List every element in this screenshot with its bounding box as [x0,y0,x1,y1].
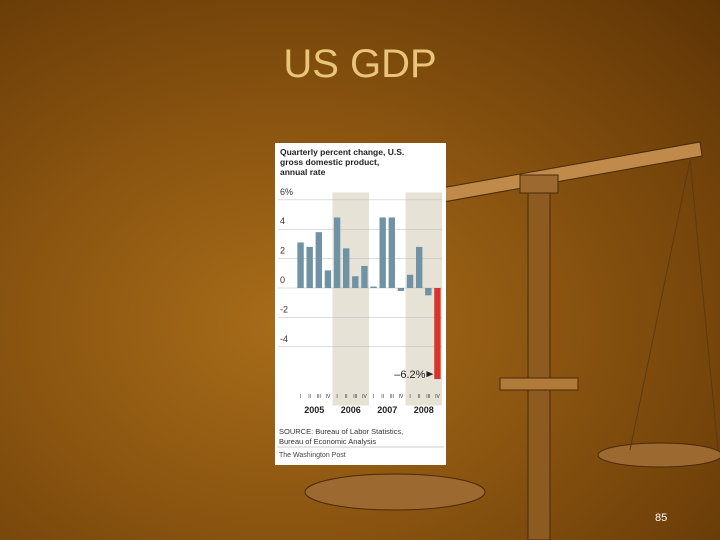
value-arrow [426,371,434,378]
x-tick-label: III [353,394,357,400]
bar [361,265,368,288]
year-label: 2006 [341,405,361,415]
bar [297,242,304,288]
x-tick-label: IV [326,394,331,400]
x-tick-label: II [381,394,384,400]
chart-title: Quarterly percent change, U.S. gross dom… [280,147,405,177]
bar [388,217,396,288]
y-tick-label: 6% [280,187,293,197]
value-label: –6.2% [394,369,425,381]
x-tick-label: III [426,394,430,400]
y-tick-label: -2 [280,304,288,314]
bar [415,246,423,288]
bar [324,270,332,288]
bar [425,288,432,296]
y-tick-label: 4 [280,216,285,226]
x-tick-label: I [409,394,410,400]
x-tick-label: I [300,394,301,400]
bar [379,217,386,288]
x-tick-label: II [345,394,348,400]
x-tick-label: IV [362,394,367,400]
y-tick-label: 2 [280,246,285,256]
bar [352,276,359,288]
page-number: 85 [655,512,668,524]
bar [370,286,377,288]
x-tick-label: II [418,394,421,400]
year-label: 2008 [414,405,434,415]
bar [342,248,350,288]
bar [406,274,414,288]
bar [333,217,341,288]
bar [397,288,405,291]
x-tick-label: I [336,394,337,400]
x-tick-label: IV [435,394,440,400]
x-tick-label: IV [399,394,404,400]
year-label: 2005 [304,405,324,415]
bar [434,288,441,380]
y-tick-label: -4 [280,334,288,344]
slide-title: US GDP [283,42,437,86]
x-tick-label: III [317,394,321,400]
x-tick-label: III [390,394,394,400]
bar [306,246,313,288]
y-tick-label: 0 [280,275,285,285]
credit: The Washington Post [279,452,346,459]
x-tick-label: II [308,394,311,400]
scale-decoration [304,141,720,540]
year-label: 2007 [377,405,397,415]
source: SOURCE: Bureau of Labor Statistics, Bure… [279,427,404,446]
bar [315,232,323,288]
x-tick-label: I [373,394,374,400]
